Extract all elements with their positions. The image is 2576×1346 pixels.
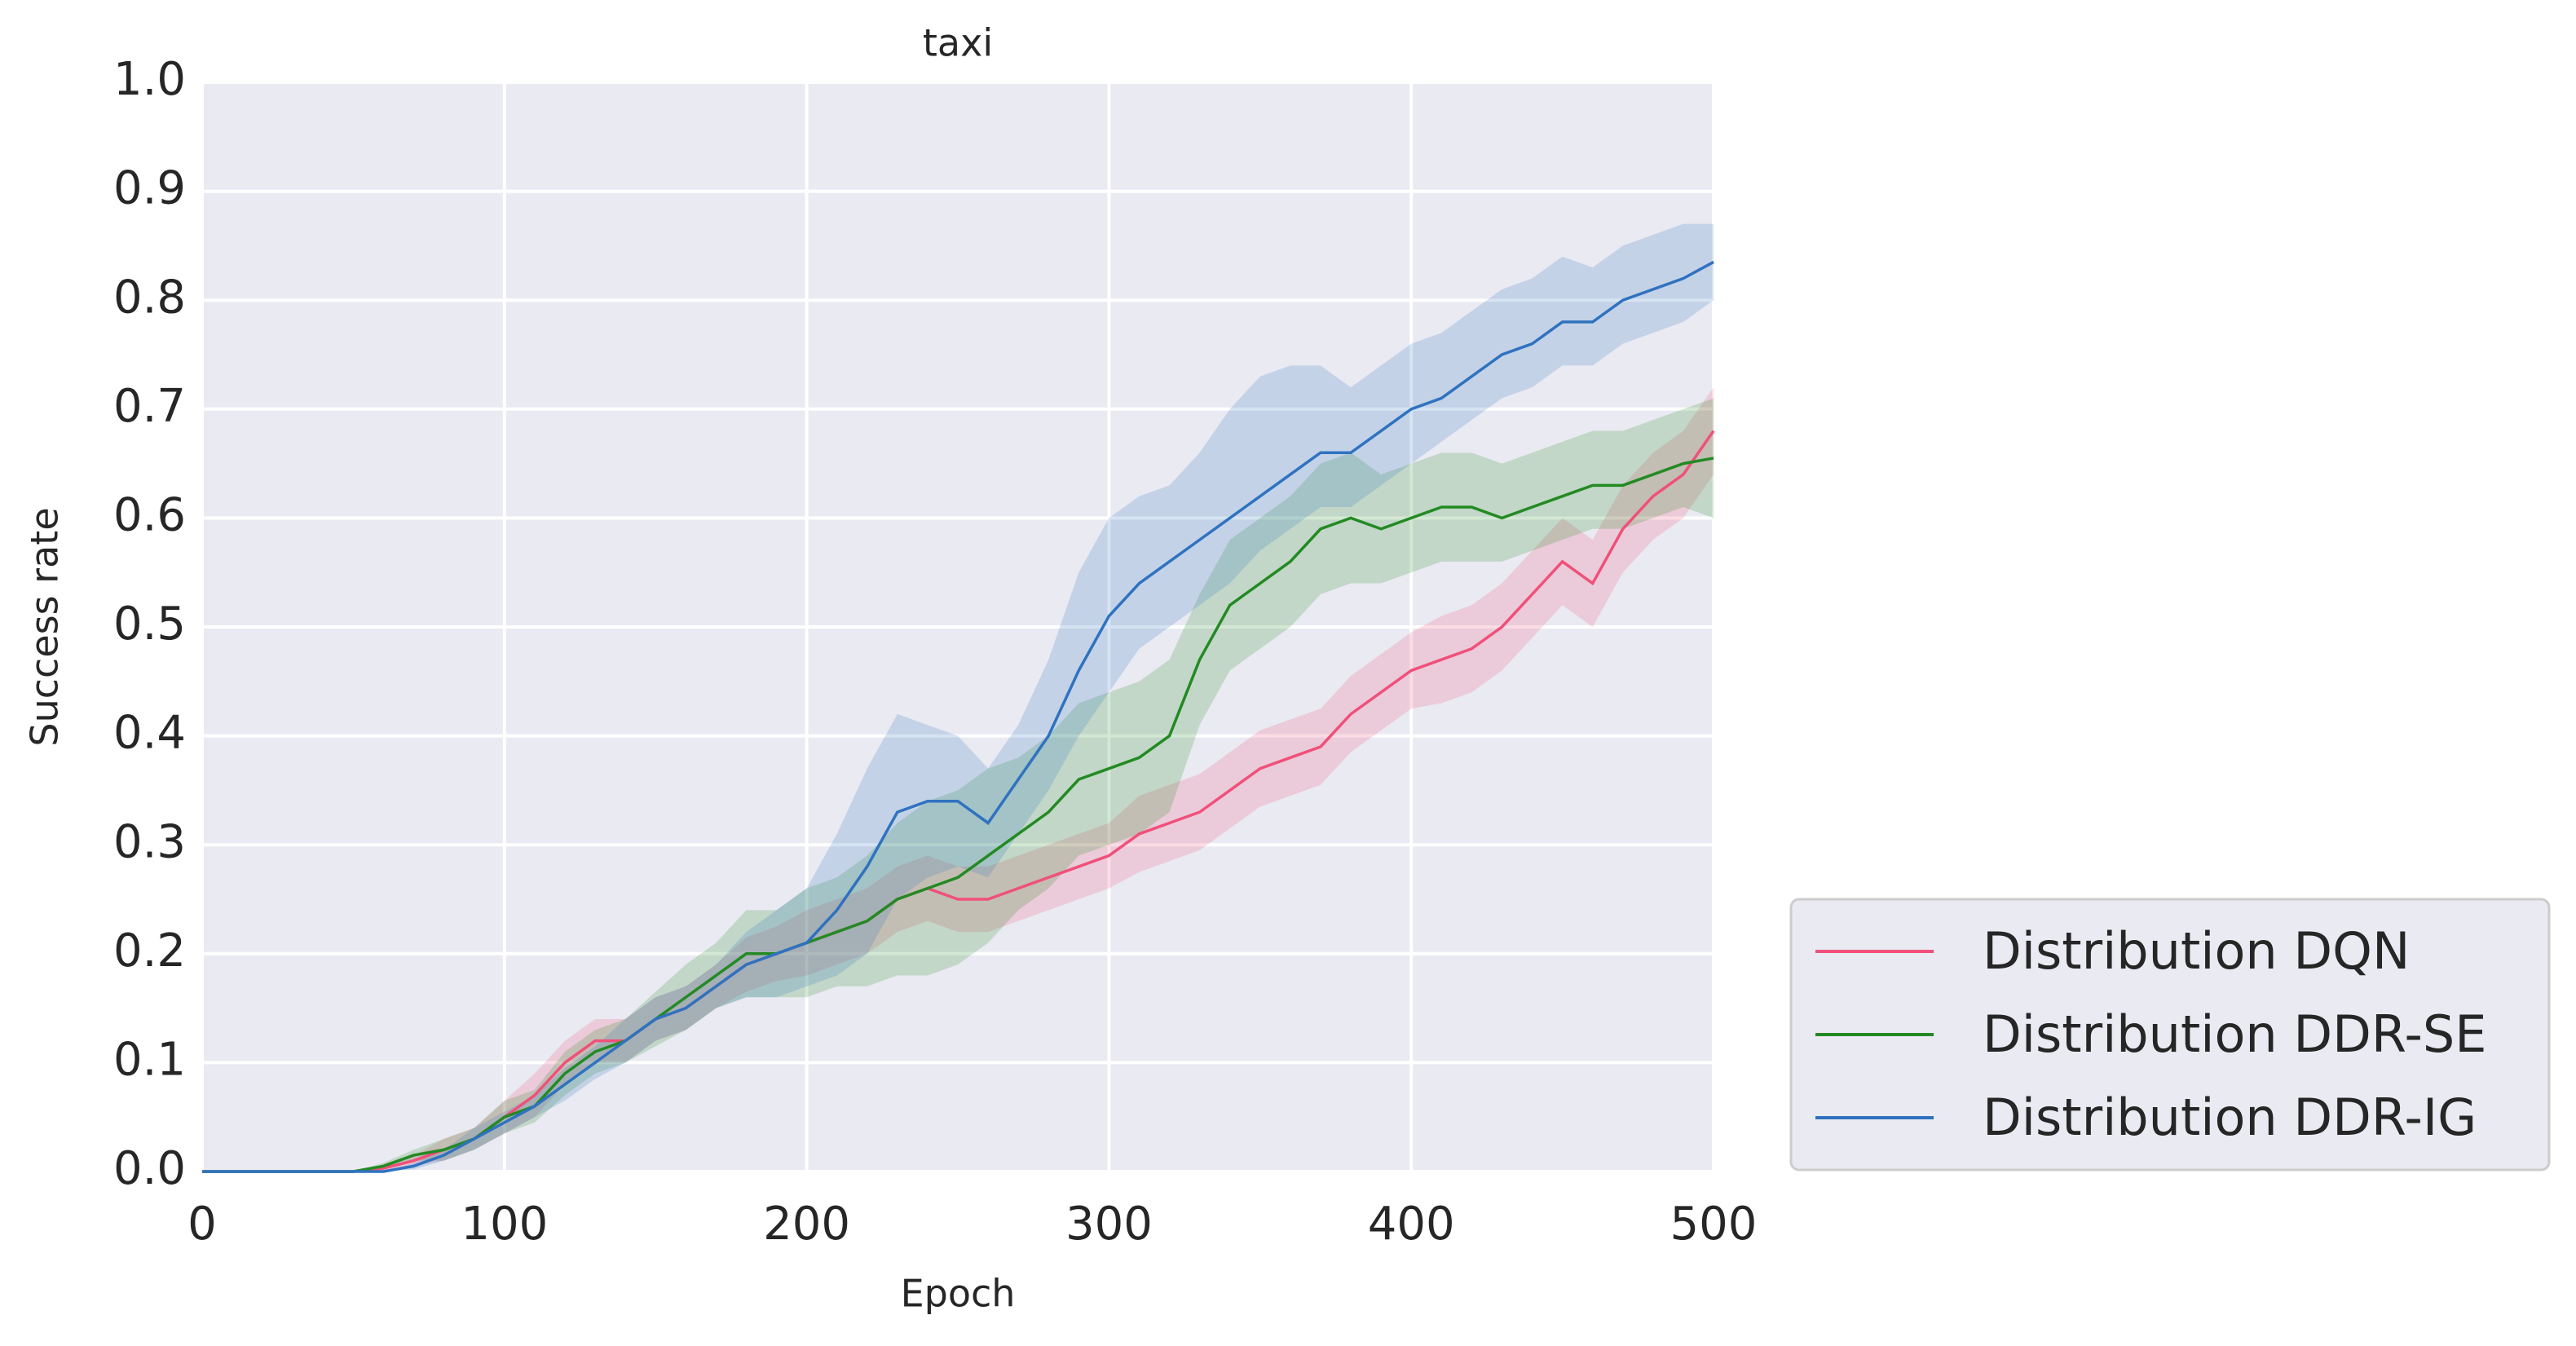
series-line bbox=[202, 260, 1714, 1173]
x-tick-label: 200 bbox=[763, 1198, 850, 1251]
legend-label: Distribution DQN bbox=[1983, 921, 2410, 981]
x-tick-label: 400 bbox=[1368, 1198, 1455, 1251]
legend: Distribution DQN Distribution DDR-SE Distr… bbox=[1789, 898, 2551, 1172]
x-tick-label: 0 bbox=[187, 1198, 217, 1251]
x-tick-label: 300 bbox=[1065, 1198, 1153, 1251]
y-tick-label: 0.5 bbox=[113, 598, 186, 651]
legend-label: Distribution DDR-SE bbox=[1983, 1004, 2486, 1064]
y-tick-label: 0.6 bbox=[113, 489, 186, 542]
x-axis-label: Epoch bbox=[901, 1272, 1016, 1316]
legend-label: Distribution DDR-IG bbox=[1983, 1088, 2477, 1147]
legend-box bbox=[1789, 898, 2551, 1172]
y-tick-label: 0.0 bbox=[113, 1142, 186, 1195]
y-tick-label: 0.9 bbox=[113, 162, 186, 215]
y-axis-label: Success rate bbox=[23, 507, 67, 746]
chart-title: taxi bbox=[923, 21, 993, 65]
x-tick-label: 500 bbox=[1670, 1198, 1758, 1251]
y-tick-label: 0.3 bbox=[113, 815, 186, 868]
x-tick-label: 100 bbox=[461, 1198, 548, 1251]
y-tick-label: 0.4 bbox=[113, 707, 186, 760]
y-tick-label: 0.7 bbox=[113, 380, 186, 433]
confidence-band bbox=[202, 398, 1714, 1172]
y-tick-label: 0.1 bbox=[113, 1034, 186, 1087]
series-line bbox=[202, 457, 1714, 1173]
y-tick-label: 0.2 bbox=[113, 925, 186, 978]
y-tick-label: 1.0 bbox=[113, 53, 186, 106]
confidence-band bbox=[202, 223, 1714, 1172]
y-tick-label: 0.8 bbox=[113, 271, 186, 324]
